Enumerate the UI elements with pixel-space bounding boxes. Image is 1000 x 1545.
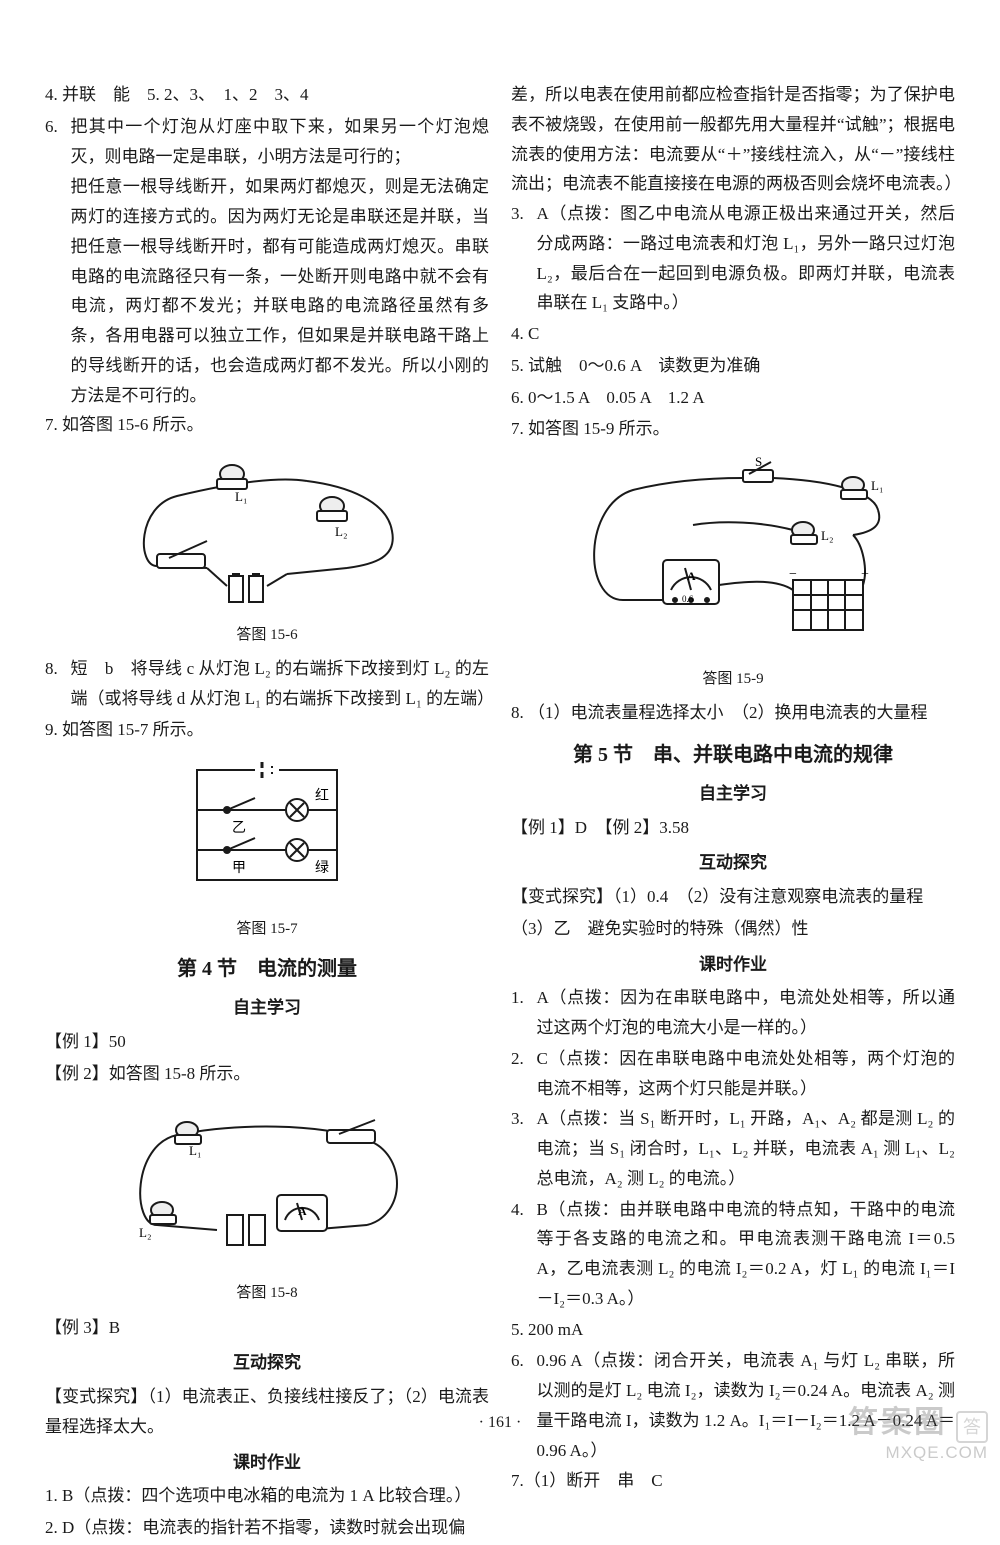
left-column: 4. 并联 能 5. 2、3、 1、2 3、4 6. 把其中一个灯泡从灯座中取下…	[45, 80, 489, 1545]
fig159-scale: 0.6	[682, 594, 694, 604]
s5-q2-num: 2.	[511, 1044, 537, 1104]
answer-4-5: 4. 并联 能 5. 2、3、 1、2 3、4	[45, 80, 489, 110]
s5-q3-txt: A（点拨：当 S₁ 断开时，L₁ 开路，A₁、A₂ 都是测 L₂ 的电流；当 S…	[537, 1104, 956, 1193]
fig159-minus: −	[789, 567, 797, 582]
section-5-title: 第 5 节 串、并联电路中电流的规律	[511, 738, 955, 773]
section-5-h2: 互动探究	[511, 848, 955, 878]
section-4-h3: 课时作业	[45, 1448, 489, 1478]
answer-9: 9. 如答图 15-7 所示。	[45, 715, 489, 745]
s5-q4-num: 4.	[511, 1195, 537, 1314]
s5-examples: 【例 1】D 【例 2】3.58	[511, 813, 955, 843]
fig158-l2: L₂	[139, 1225, 151, 1240]
answer-8-num: 8.	[45, 654, 71, 714]
watermark-line2: MXQE.COM	[848, 1443, 988, 1463]
fig159-plus: +	[861, 567, 869, 582]
caption-15-7: 答图 15-7	[45, 916, 489, 942]
answer-6-num: 6.	[45, 112, 71, 172]
answer-6-p1: 把其中一个灯泡从灯座中取下来，如果另一个灯泡熄灭，则电路一定是串联，小明方法是可…	[71, 112, 490, 172]
s5-q1-txt: A（点拨：因为在串联电路中，电流处处相等，所以通过这两个灯泡的电流大小是一样的。…	[537, 983, 956, 1043]
s5-q7: 7.（1）断开 串 C	[511, 1466, 955, 1496]
fig158-a: A	[298, 1204, 307, 1218]
fig157-red: 红	[315, 788, 329, 804]
s4-q2-cont: 差，所以电表在使用前都应检查指针是否指零；为了保护电表不被烧毁，在使用前一般都先…	[511, 80, 955, 199]
s5-q4: 4. B（点拨：由并联电路中电流的特点知，干路中的电流等于各支路的电流之和。甲电…	[511, 1195, 955, 1314]
s4-q3-num: 3.	[511, 199, 537, 318]
fig159-a: A	[687, 569, 696, 583]
section-4-h2: 互动探究	[45, 1348, 489, 1378]
answer-6: 6. 把其中一个灯泡从灯座中取下来，如果另一个灯泡熄灭，则电路一定是串联，小明方…	[45, 112, 489, 172]
fig159-l2: L₂	[821, 528, 833, 543]
s5-q6-num: 6.	[511, 1346, 537, 1465]
figure-15-8: L₁ L₂ A	[45, 1095, 489, 1275]
watermark: 答案圈 答 MXQE.COM	[848, 1406, 988, 1463]
figure-15-9: S L₁ L₂ A 0.6 − +	[511, 450, 955, 660]
figure-15-7: 红 绿 乙 甲	[45, 750, 489, 910]
fig157-green: 绿	[315, 860, 329, 876]
fig157-yi: 乙	[232, 820, 246, 836]
right-column: 差，所以电表在使用前都应检查指针是否指零；为了保护电表不被烧毁，在使用前一般都先…	[511, 80, 955, 1545]
s5-q2-txt: C（点拨：因在串联电路中电流处处相等，两个灯泡的电流不相等，这两个灯只能是并联。…	[537, 1044, 956, 1104]
caption-15-6: 答图 15-6	[45, 622, 489, 648]
section-5-h3: 课时作业	[511, 950, 955, 980]
s5-q3-num: 3.	[511, 1104, 537, 1193]
s4-q4: 4. C	[511, 319, 955, 349]
answer-8-txt: 短 b 将导线 c 从灯泡 L₂ 的右端拆下改接到灯 L₂ 的左端（或将导线 d…	[71, 654, 490, 714]
s5-q5: 5. 200 mA	[511, 1315, 955, 1345]
s5-q3: 3. A（点拨：当 S₁ 断开时，L₁ 开路，A₁、A₂ 都是测 L₂ 的电流；…	[511, 1104, 955, 1193]
example-3: 【例 3】B	[45, 1313, 489, 1343]
fig157-jia: 甲	[232, 861, 246, 876]
fig159-s: S	[755, 454, 762, 469]
section-5-h1: 自主学习	[511, 779, 955, 809]
example-1: 【例 1】50	[45, 1027, 489, 1057]
s4-q8: 8. （1）电流表量程选择太小 （2）换用电流表的大量程	[511, 698, 955, 728]
answer-6-p2: 把任意一根导线断开，如果两灯都熄灭，则是无法确定两灯的连接方式的。因为两灯无论是…	[71, 172, 490, 410]
figure-15-6: L₁ L₂	[45, 446, 489, 616]
two-column-layout: 4. 并联 能 5. 2、3、 1、2 3、4 6. 把其中一个灯泡从灯座中取下…	[45, 80, 955, 1545]
section-4-title: 第 4 节 电流的测量	[45, 952, 489, 987]
example-2: 【例 2】如答图 15-8 所示。	[45, 1059, 489, 1089]
fig158-l1: L₁	[189, 1143, 201, 1158]
s4-q7: 7. 如答图 15-9 所示。	[511, 414, 955, 444]
answer-8: 8. 短 b 将导线 c 从灯泡 L₂ 的右端拆下改接到灯 L₂ 的左端（或将导…	[45, 654, 489, 714]
caption-15-9: 答图 15-9	[511, 666, 955, 692]
fig156-l1: L₁	[235, 489, 247, 504]
s4-q2: 2. D（点拨：电流表的指针若不指零，读数时就会出现偏	[45, 1513, 489, 1543]
s5-q1: 1. A（点拨：因为在串联电路中，电流处处相等，所以通过这两个灯泡的电流大小是一…	[511, 983, 955, 1043]
watermark-line1: 答案圈	[848, 1406, 947, 1439]
s5-q1-num: 1.	[511, 983, 537, 1043]
s4-q6: 6. 0～1.5 A 0.05 A 1.2 A	[511, 383, 955, 413]
s4-q3-txt: A（点拨：图乙中电流从电源正极出来通过开关，然后分成两路：一路过电流表和灯泡 L…	[537, 199, 956, 318]
s4-q3: 3. A（点拨：图乙中电流从电源正极出来通过开关，然后分成两路：一路过电流表和灯…	[511, 199, 955, 318]
section-4-h1: 自主学习	[45, 993, 489, 1023]
fig156-l2: L₂	[335, 524, 347, 539]
s5-variant-2: （3）乙 避免实验时的特殊（偶然）性	[511, 914, 955, 944]
s4-q1: 1. B（点拨：四个选项中电冰箱的电流为 1 A 比较合理。）	[45, 1481, 489, 1511]
s5-q4-txt: B（点拨：由并联电路中电流的特点知，干路中的电流等于各支路的电流之和。甲电流表测…	[537, 1195, 956, 1314]
watermark-badge-icon: 答	[956, 1411, 988, 1443]
fig159-l1: L₁	[871, 478, 883, 493]
answer-7: 7. 如答图 15-6 所示。	[45, 410, 489, 440]
s4-q5: 5. 试触 0～0.6 A 读数更为准确	[511, 351, 955, 381]
caption-15-8: 答图 15-8	[45, 1280, 489, 1306]
s5-variant-1: 【变式探究】（1）0.4 （2）没有注意观察电流表的量程	[511, 882, 955, 912]
s5-q2: 2. C（点拨：因在串联电路中电流处处相等，两个灯泡的电流不相等，这两个灯只能是…	[511, 1044, 955, 1104]
